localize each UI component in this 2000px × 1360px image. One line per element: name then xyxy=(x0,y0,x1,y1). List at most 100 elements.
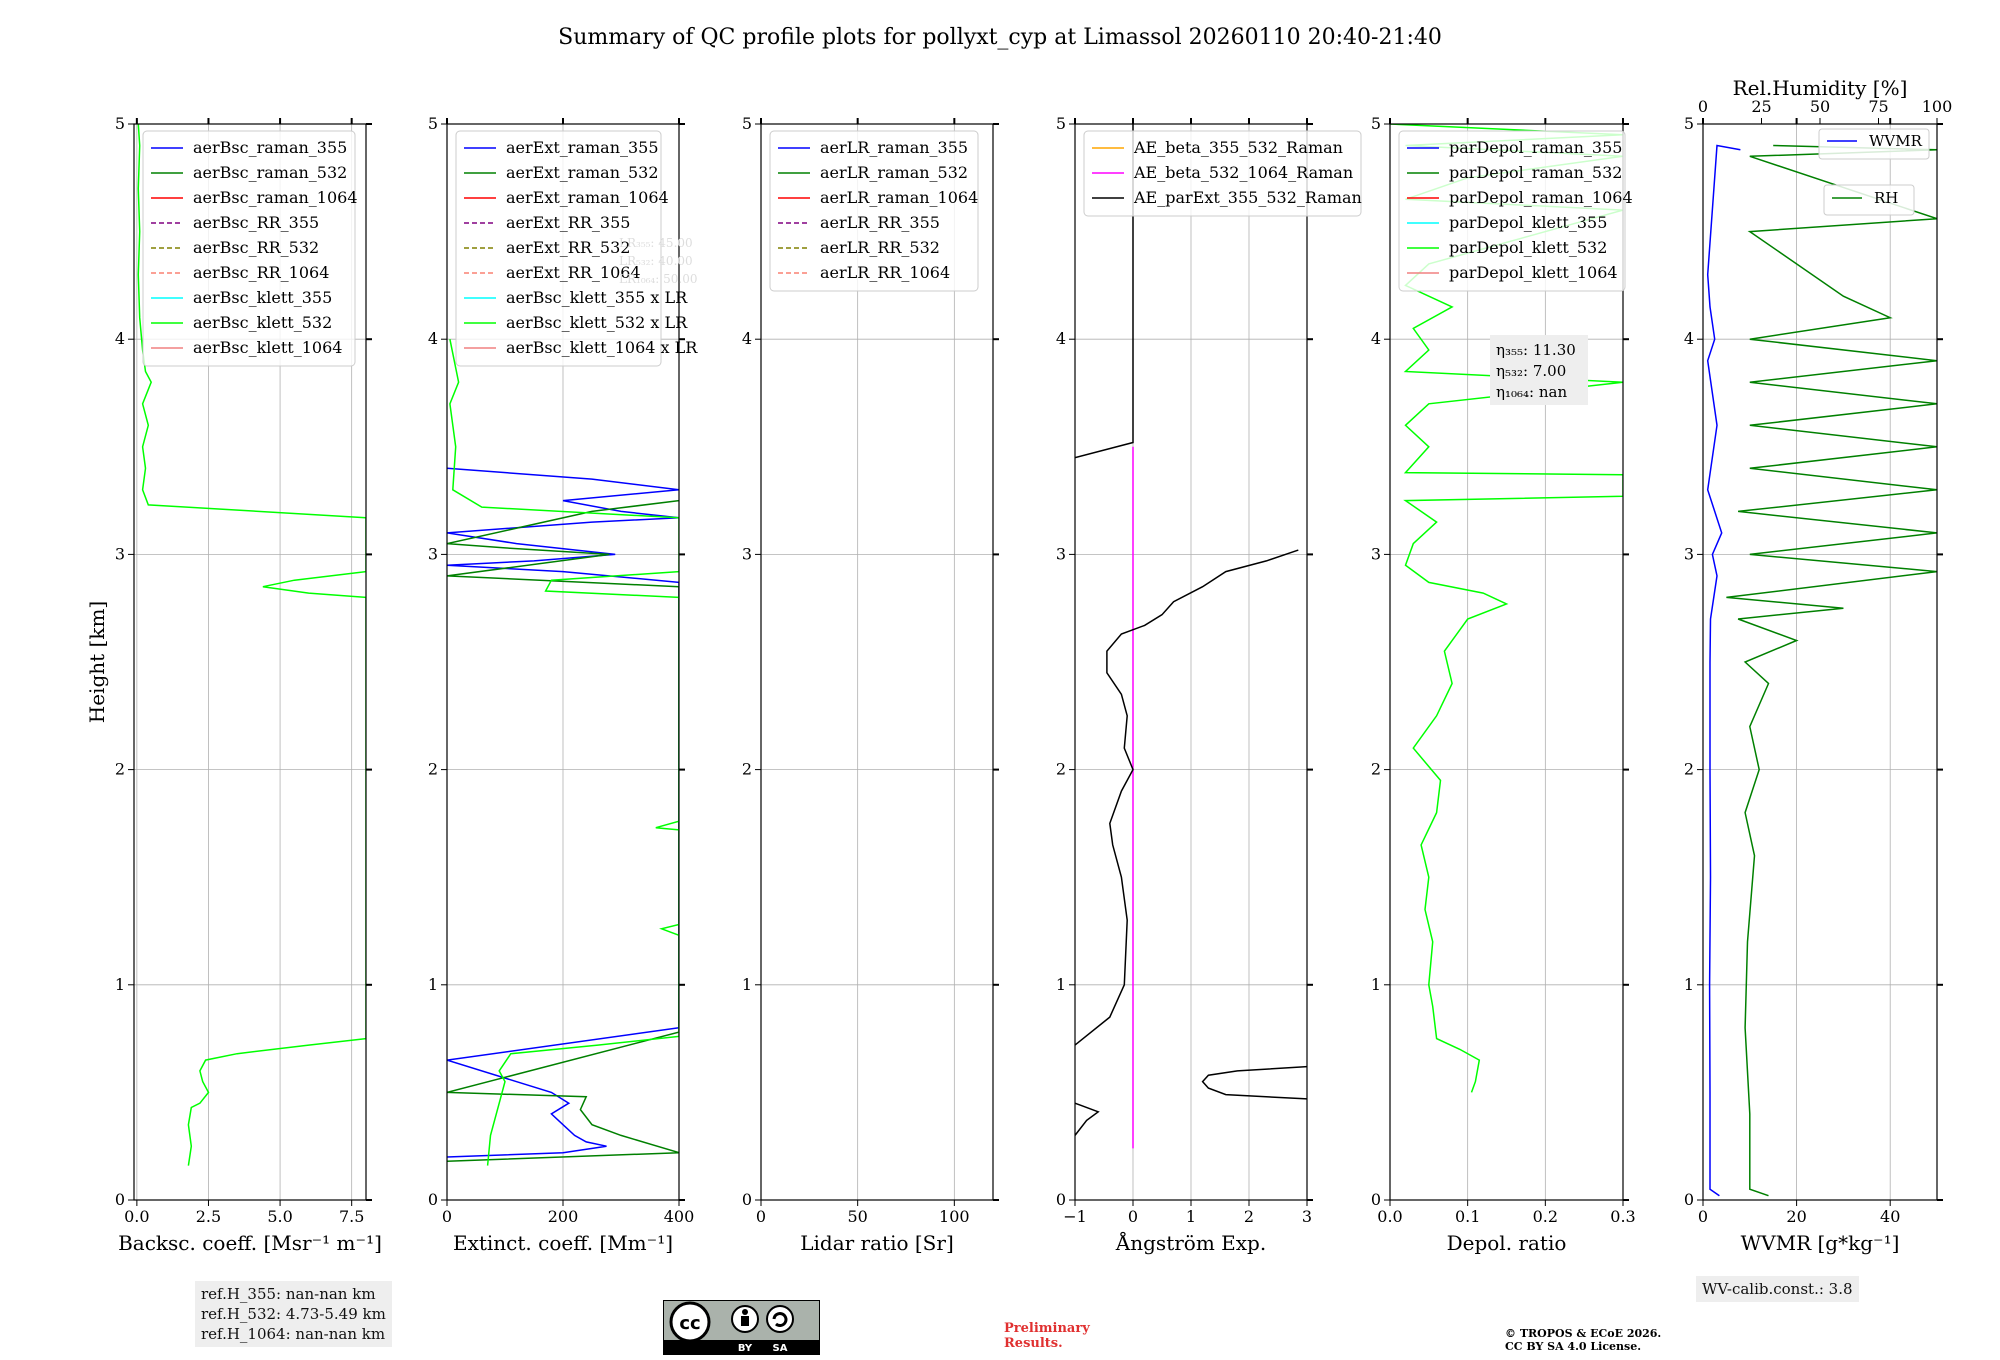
ref-height-1064: ref.H_1064: nan-nan km xyxy=(201,1325,386,1343)
x-tick-label: 0.3 xyxy=(1610,1207,1635,1226)
legend-label: aerExt_raman_532 xyxy=(506,163,659,182)
series-line-aerBsc_klett_532 xyxy=(137,124,366,1166)
y-tick-label: 0 xyxy=(115,1190,125,1209)
legend-label: parDepol_raman_1064 xyxy=(1449,188,1633,207)
top-tick-label: 25 xyxy=(1751,97,1771,116)
figure-title: Summary of QC profile plots for pollyxt_… xyxy=(558,25,1442,50)
legend-label: WVMR xyxy=(1869,132,1923,150)
y-tick-label: 4 xyxy=(1056,329,1066,348)
legend-label: aerBsc_klett_532 x LR xyxy=(506,313,688,332)
legend-label: aerBsc_klett_1064 x LR xyxy=(506,338,698,357)
series-group xyxy=(137,124,366,1166)
lr-note-line: LR₁₀₆₄: 50.00 xyxy=(619,272,697,286)
y-tick-label: 3 xyxy=(428,544,438,563)
legend-label: aerBsc_raman_355 xyxy=(193,138,347,157)
legend-box xyxy=(1823,184,1915,216)
eta-note-line: η₁₀₆₄: nan xyxy=(1496,383,1567,401)
series-group xyxy=(1075,124,1307,1149)
x-axis-label: Lidar ratio [Sr] xyxy=(800,1231,954,1255)
x-tick-label: 200 xyxy=(548,1207,579,1226)
y-tick-label: 2 xyxy=(428,760,438,779)
x-tick-label: 400 xyxy=(664,1207,695,1226)
legend-label: aerExt_raman_1064 xyxy=(506,188,669,207)
legend-wvmr: WVMR xyxy=(1818,128,1930,160)
top-tick-label: 75 xyxy=(1868,97,1888,116)
legend: parDepol_raman_355 parDepol_raman_532 parD… xyxy=(1398,130,1633,292)
preliminary-line-2: Results. xyxy=(1004,1336,1063,1351)
x-tick-label: 0 xyxy=(442,1207,452,1226)
legend-label: parDepol_raman_355 xyxy=(1449,138,1622,157)
legend-label: aerExt_RR_355 xyxy=(506,213,630,232)
cc-sa-label: SA xyxy=(773,1343,788,1354)
svg-text:cc: cc xyxy=(679,1313,700,1334)
y-tick-label: 1 xyxy=(1056,975,1066,994)
cc-by-label: BY xyxy=(738,1343,753,1354)
y-tick-label: 1 xyxy=(1684,975,1694,994)
legend-label: aerBsc_klett_532 xyxy=(193,313,332,332)
legend: aerExt_raman_355 aerExt_raman_532 aerExt_r… xyxy=(455,130,698,367)
plot-frame xyxy=(760,123,994,1201)
x-tick-label: 3 xyxy=(1302,1207,1312,1226)
legend-rh: RH xyxy=(1823,184,1915,216)
top-tick-label: 0 xyxy=(1698,97,1708,116)
top-tick-label: 50 xyxy=(1810,97,1830,116)
legend-label: aerBsc_raman_532 xyxy=(193,163,347,182)
legend-label: aerBsc_RR_532 xyxy=(193,238,319,257)
panel-extinction: 0 200 400 0 1 2 3 4 5 Extinct. coeff. [Mm⁻¹] aerEx… xyxy=(428,114,698,1255)
plot-frame xyxy=(133,123,367,1201)
panel-lidar_ratio: 0 50 100 0 1 2 3 4 5 Lidar ratio [Sr] aerLR_raman_… xyxy=(742,114,999,1255)
x-tick-label: 0 xyxy=(1128,1207,1138,1226)
legend-label: aerLR_raman_532 xyxy=(820,163,968,182)
y-tick-label: 2 xyxy=(1056,760,1066,779)
copyright-line-2: CC BY SA 4.0 License. xyxy=(1505,1340,1642,1353)
legend-label: AE_beta_532_1064_Raman xyxy=(1133,163,1353,182)
y-tick-label: 3 xyxy=(115,544,125,563)
y-tick-label: 5 xyxy=(1684,114,1694,133)
series-line-AE_parExt_355_532_Raman_d xyxy=(1075,124,1134,459)
legend-label: aerExt_RR_1064 xyxy=(506,263,641,282)
x-tick-label: 100 xyxy=(939,1207,970,1226)
y-tick-label: 3 xyxy=(1371,544,1381,563)
wv-calib-constant: WV-calib.const.: 3.8 xyxy=(1702,1280,1853,1298)
y-tick-label: 3 xyxy=(742,544,752,563)
y-tick-label: 5 xyxy=(742,114,752,133)
legend-label: parDepol_klett_1064 xyxy=(1449,263,1618,282)
wv-calibration-box: WV-calib.const.: 3.8 xyxy=(1696,1276,1859,1302)
x-axis-label: Backsc. coeff. [Msr⁻¹ m⁻¹] xyxy=(118,1231,382,1255)
y-tick-label: 4 xyxy=(428,329,438,348)
legend-label: aerLR_raman_1064 xyxy=(820,188,978,207)
x-axis-label: Extinct. coeff. [Mm⁻¹] xyxy=(453,1231,673,1255)
legend-label: aerBsc_klett_355 xyxy=(193,288,332,307)
x-tick-label: 0.0 xyxy=(124,1207,149,1226)
y-tick-label: 1 xyxy=(115,975,125,994)
y-tick-label: 0 xyxy=(1371,1190,1381,1209)
legend-label: aerBsc_klett_1064 xyxy=(193,338,342,357)
x-axis-label: WVMR [g*kg⁻¹] xyxy=(1741,1231,1900,1255)
panel-backscatter: 0.0 2.5 5.0 7.5 0 1 2 3 4 5 Backsc. coeff. [Msr⁻¹ … xyxy=(85,114,382,1255)
panel-wvmr_rh: 0 20 40 0 1 2 3 4 5 WVMR [g*kg⁻¹] 0 25 50 75 100 Rel.Hu… xyxy=(1684,76,1952,1255)
series-group xyxy=(447,339,679,1166)
ref-height-355: ref.H_355: nan-nan km xyxy=(201,1285,376,1303)
legend-label: aerExt_RR_532 xyxy=(506,238,630,257)
series-line-aerExt_raman_532 xyxy=(447,499,679,1163)
series-line-aerExt_raman_355 xyxy=(447,467,679,1158)
x-tick-label: 40 xyxy=(1880,1207,1900,1226)
x-tick-label: 5.0 xyxy=(267,1207,292,1226)
x-tick-label: 2.5 xyxy=(196,1207,221,1226)
legend-box xyxy=(1398,130,1626,292)
x-tick-label: 20 xyxy=(1786,1207,1806,1226)
eta-note-line: η₅₃₂: 7.00 xyxy=(1496,362,1566,380)
series-line-aerBsc_klett_532 x LR xyxy=(449,339,679,1166)
y-tick-label: 5 xyxy=(1056,114,1066,133)
legend-box xyxy=(769,130,979,292)
y-tick-label: 0 xyxy=(742,1190,752,1209)
y-tick-label: 5 xyxy=(1371,114,1381,133)
eta-note-line: η₃₅₅: 11.30 xyxy=(1496,341,1576,359)
legend-label: aerExt_raman_355 xyxy=(506,138,659,157)
legend-box xyxy=(455,130,662,367)
legend-label: aerLR_RR_532 xyxy=(820,238,940,257)
legend-label: aerBsc_klett_355 x LR xyxy=(506,288,688,307)
legend-box xyxy=(1083,130,1362,217)
y-tick-label: 5 xyxy=(115,114,125,133)
legend-label: aerBsc_RR_1064 xyxy=(193,263,329,282)
